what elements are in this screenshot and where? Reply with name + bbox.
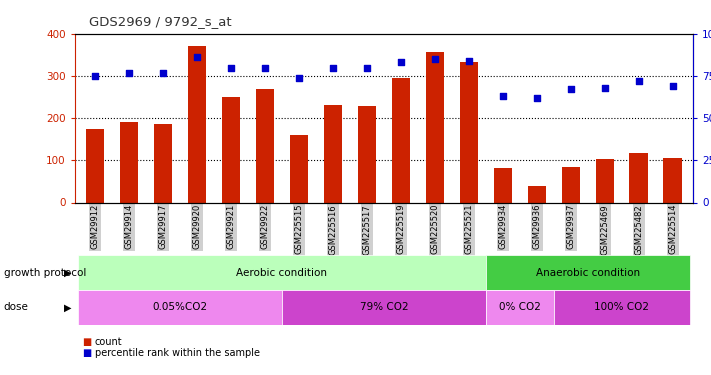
Bar xyxy=(562,166,580,202)
Bar xyxy=(222,97,240,202)
Text: ▶: ▶ xyxy=(63,267,71,278)
Bar xyxy=(486,290,554,325)
Point xyxy=(395,59,407,65)
Point xyxy=(123,70,134,76)
Text: ■: ■ xyxy=(82,348,91,358)
Text: Aerobic condition: Aerobic condition xyxy=(237,267,328,278)
Bar xyxy=(528,186,546,202)
Bar xyxy=(78,255,486,290)
Bar xyxy=(282,290,486,325)
Point xyxy=(565,87,577,93)
Bar xyxy=(459,62,479,202)
Point xyxy=(90,73,101,79)
Bar xyxy=(78,290,282,325)
Point xyxy=(599,85,611,91)
Bar xyxy=(324,105,342,202)
Bar xyxy=(426,52,444,202)
Point xyxy=(531,95,542,101)
Bar xyxy=(493,168,512,202)
Bar xyxy=(154,124,172,202)
Bar xyxy=(188,46,206,202)
Bar xyxy=(596,159,614,203)
Point xyxy=(157,70,169,76)
Text: 100% CO2: 100% CO2 xyxy=(594,303,649,312)
Bar xyxy=(256,90,274,202)
Point xyxy=(497,93,508,99)
Bar xyxy=(554,290,690,325)
Text: count: count xyxy=(95,337,122,347)
Point xyxy=(293,75,304,81)
Bar xyxy=(392,78,410,203)
Bar xyxy=(86,129,105,202)
Text: 0% CO2: 0% CO2 xyxy=(499,303,541,312)
Text: dose: dose xyxy=(4,303,28,312)
Text: 0.05%CO2: 0.05%CO2 xyxy=(152,303,208,312)
Point xyxy=(191,54,203,60)
Point xyxy=(464,58,475,64)
Point xyxy=(361,64,373,70)
Text: 79% CO2: 79% CO2 xyxy=(360,303,408,312)
Text: ■: ■ xyxy=(82,337,91,347)
Bar xyxy=(358,106,376,202)
Bar xyxy=(629,153,648,203)
Text: GDS2969 / 9792_s_at: GDS2969 / 9792_s_at xyxy=(89,15,232,28)
Point xyxy=(327,64,338,70)
Text: percentile rank within the sample: percentile rank within the sample xyxy=(95,348,260,358)
Point xyxy=(667,83,678,89)
Bar xyxy=(486,255,690,290)
Text: ▶: ▶ xyxy=(63,303,71,312)
Bar xyxy=(119,122,139,202)
Text: Anaerobic condition: Anaerobic condition xyxy=(536,267,640,278)
Bar xyxy=(663,158,682,203)
Point xyxy=(429,56,441,62)
Point xyxy=(634,78,645,84)
Text: growth protocol: growth protocol xyxy=(4,267,86,278)
Bar xyxy=(289,135,309,202)
Point xyxy=(260,64,271,70)
Point xyxy=(225,64,237,70)
